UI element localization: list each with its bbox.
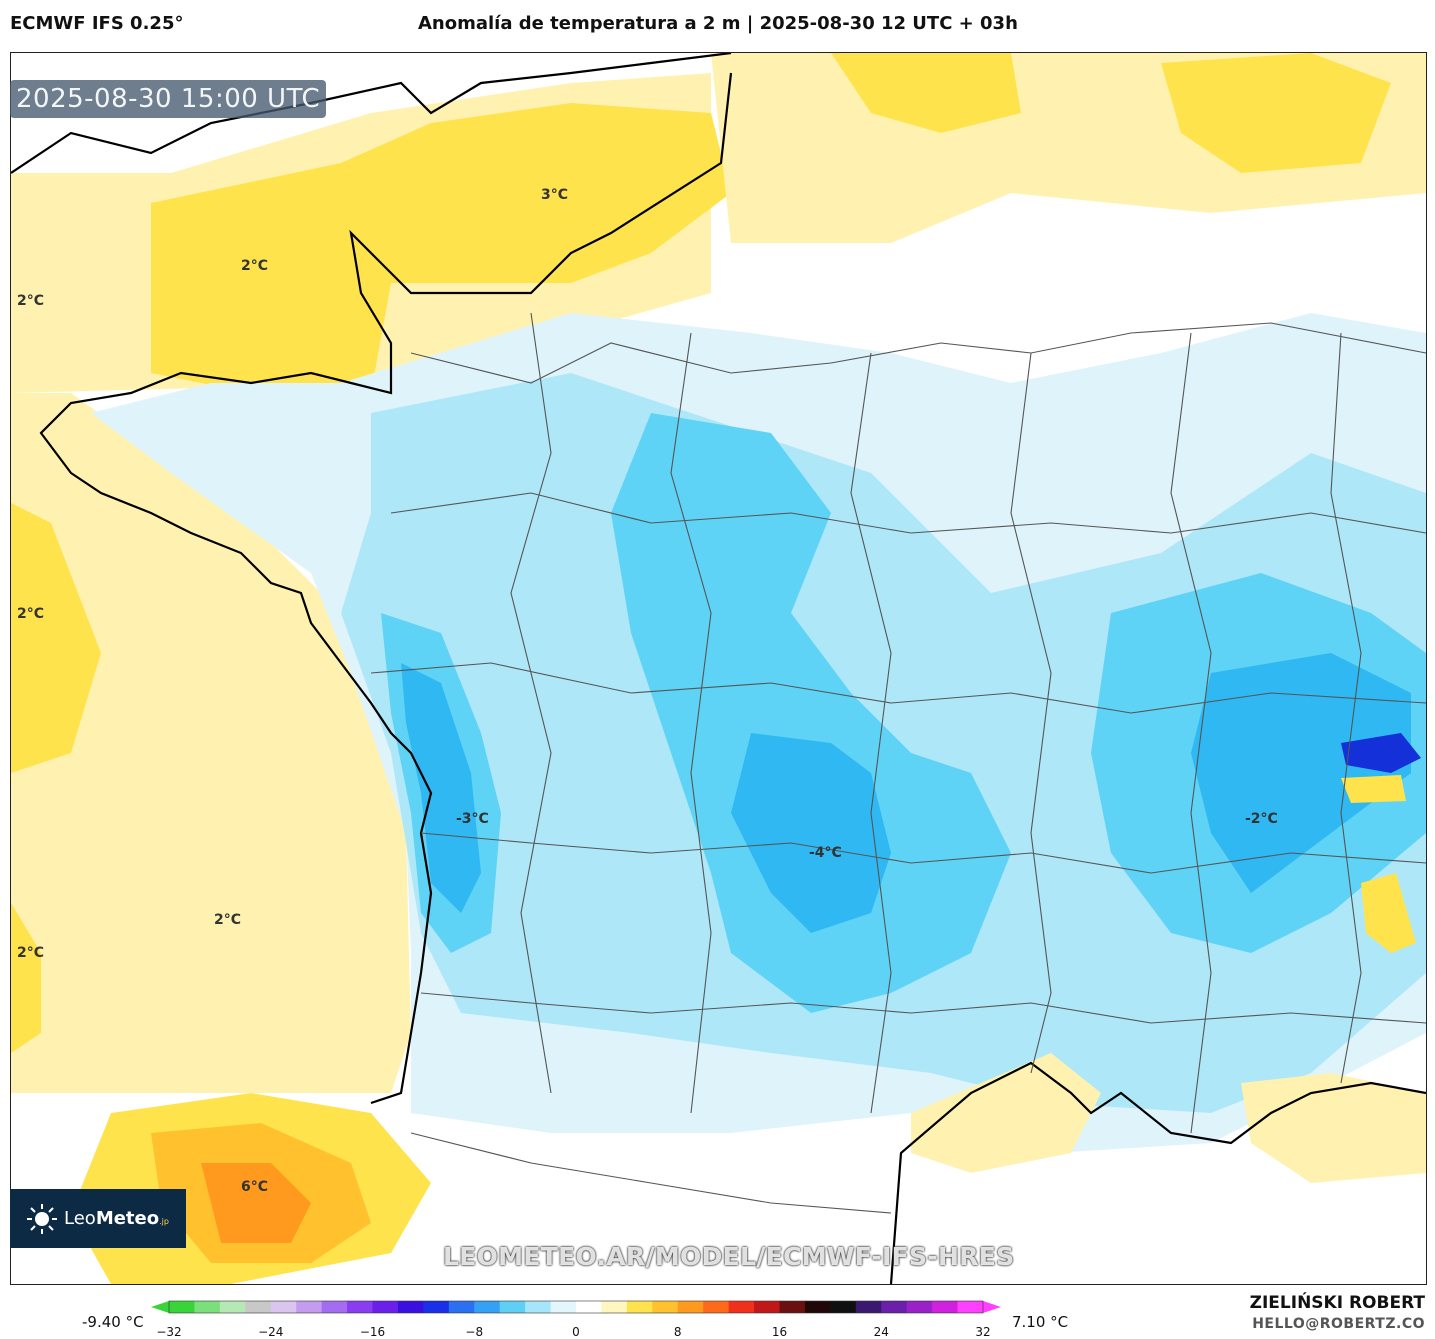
iberia-hottest-core (201, 1163, 311, 1243)
northeast-warm-core-2 (1161, 53, 1391, 173)
legend-arrow-right (983, 1301, 1001, 1313)
legend-swatch (372, 1301, 399, 1313)
legend-swatch (881, 1301, 908, 1313)
legend-swatch (499, 1301, 526, 1313)
color-scale-bar (151, 1300, 1001, 1314)
legend-swatch (906, 1301, 933, 1313)
legend-tick-label: −16 (359, 1325, 386, 1339)
contour-label: 2°C (17, 945, 44, 961)
legend-swatch (652, 1301, 679, 1313)
legend-tick-label: −24 (258, 1325, 284, 1339)
logo-wordmark: LeoMeteo.jp (64, 1208, 169, 1229)
legend-swatch (525, 1301, 552, 1313)
contour-label: -3°C (456, 811, 489, 827)
sun-icon (27, 1203, 57, 1234)
legend-arrow-left (151, 1301, 169, 1313)
legend-swatch (703, 1301, 730, 1313)
aquitaine-colder-core (401, 663, 481, 913)
massif-central-colder-core (731, 733, 891, 933)
legend-swatch (219, 1301, 246, 1313)
contour-label: 2°C (17, 293, 44, 309)
legend-tick-label: 8 (673, 1325, 682, 1339)
legend-swatch (779, 1301, 806, 1313)
contour-label: 6°C (241, 1179, 268, 1195)
legend-tick-label: 0 (572, 1325, 580, 1339)
legend-tick-label: 24 (873, 1325, 889, 1339)
legend-swatch (194, 1301, 221, 1313)
legend-swatch (448, 1301, 475, 1313)
map-title: Anomalía de temperatura a 2 m | 2025-08-… (418, 13, 1018, 34)
legend-swatch (932, 1301, 959, 1313)
legend-swatch (423, 1301, 450, 1313)
legend-tick-label: −8 (465, 1325, 484, 1339)
legend-swatch (626, 1301, 653, 1313)
legend-swatch (296, 1301, 323, 1313)
alps-warm-pocket (1341, 775, 1406, 803)
contour-label: 2°C (241, 258, 268, 274)
legend-swatch (957, 1301, 984, 1313)
mediterranean-coastline (889, 1061, 1426, 1284)
legend-swatch (754, 1301, 780, 1313)
author-email[interactable]: HELLO@ROBERTZ.CO (1252, 1316, 1425, 1332)
contour-label: 2°C (17, 606, 44, 622)
model-name: ECMWF IFS 0.25° (10, 13, 184, 34)
legend-swatch (804, 1301, 831, 1313)
legend-swatch (855, 1301, 882, 1313)
legend-swatch (550, 1301, 577, 1313)
legend-swatch (728, 1301, 755, 1313)
temperature-anomaly-map[interactable]: 3°C 2°C 2°C 2°C 2°C 2°C -3°C -4°C -2°C 6… (10, 52, 1427, 1285)
alps-extreme-cold-core (1341, 733, 1421, 773)
region-borders (370, 312, 1426, 1214)
legend-swatch (245, 1301, 272, 1313)
contour-label: -4°C (809, 845, 842, 861)
bay-of-biscay-warm-zone (11, 393, 411, 1093)
map-canvas: 3°C 2°C 2°C 2°C 2°C 2°C -3°C -4°C -2°C 6… (11, 53, 1426, 1284)
northeast-warm-core (831, 53, 1021, 133)
legend-swatch (347, 1301, 373, 1313)
legend-swatch (677, 1301, 704, 1313)
contour-label: 3°C (541, 187, 568, 203)
legend-swatch (601, 1301, 628, 1313)
contour-label: -2°C (1245, 811, 1278, 827)
legend-swatch (321, 1301, 348, 1313)
legend-swatch (576, 1301, 602, 1313)
valid-time-badge: 2025-08-30 15:00 UTC (10, 80, 327, 118)
channel-warm-zone (151, 103, 731, 393)
provence-warm-zone (1241, 1073, 1426, 1183)
western-edge-warm (11, 503, 101, 773)
coastline (11, 53, 733, 1105)
legend-swatch (169, 1301, 195, 1313)
legend-swatch (474, 1301, 501, 1313)
legend-swatch (830, 1301, 857, 1313)
western-edge-warm-2 (11, 903, 41, 1053)
legend-tick-label: 16 (771, 1325, 788, 1339)
legend-tick-label: −32 (156, 1325, 182, 1339)
alps-colder-core (1191, 653, 1411, 893)
legend-swatch (270, 1301, 297, 1313)
legend-tick-label: 32 (975, 1325, 991, 1339)
legend-min-label: -9.40 °C (82, 1313, 144, 1331)
riviera-warm-pocket (1361, 873, 1416, 953)
contour-label: 2°C (214, 912, 241, 928)
leometeo-logo[interactable]: LeoMeteo.jp (10, 1189, 186, 1248)
legend-outline (168, 1300, 984, 1314)
author-name: ZIELIŃSKI ROBERT (1249, 1293, 1425, 1313)
legend-max-label: 7.10 °C (1012, 1313, 1069, 1331)
legend-swatch (397, 1301, 424, 1313)
mediterranean-warm-zone (911, 1053, 1101, 1173)
source-watermark: LEOMETEO.AR/MODEL/ECMWF-IFS-HRES (443, 1242, 1015, 1271)
